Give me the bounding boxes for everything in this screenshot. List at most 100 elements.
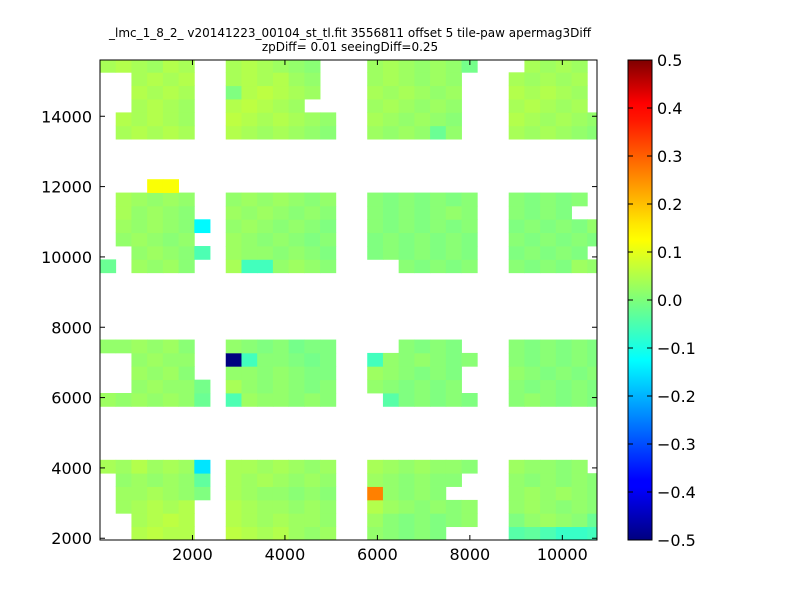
- heatmap-cell: [241, 486, 258, 501]
- heatmap-cell: [587, 526, 598, 541]
- heatmap-cell: [414, 486, 431, 501]
- colorbar-tick-label: 0.4: [657, 99, 682, 118]
- heatmap-cell: [320, 473, 337, 487]
- heatmap-cell: [288, 85, 305, 100]
- heatmap-cell: [382, 379, 400, 394]
- heatmap-cell: [382, 526, 400, 541]
- heatmap-cell: [194, 246, 211, 260]
- heatmap-cell: [555, 393, 572, 407]
- heatmap-cell: [241, 72, 258, 87]
- x-tick-label: 2000: [172, 545, 213, 564]
- heatmap-cell: [367, 99, 384, 113]
- heatmap-cell: [178, 513, 195, 528]
- heatmap-cell: [225, 99, 242, 113]
- heatmap-cell: [131, 393, 148, 407]
- heatmap-cell: [430, 60, 447, 73]
- heatmap-cell: [131, 379, 148, 394]
- heatmap-cell: [178, 366, 195, 381]
- heatmap-cell: [320, 219, 337, 234]
- heatmap-cell: [272, 205, 290, 220]
- heatmap-cell: [540, 205, 557, 220]
- heatmap-cell: [430, 526, 447, 541]
- heatmap-cell: [178, 246, 195, 260]
- heatmap-cell: [304, 246, 321, 260]
- heatmap-cell: [398, 205, 415, 220]
- heatmap-cell: [414, 259, 431, 274]
- heatmap-cell: [241, 473, 258, 487]
- heatmap-cell: [241, 85, 258, 100]
- heatmap-cell: [147, 112, 164, 127]
- heatmap-cell: [178, 473, 195, 487]
- heatmap-cell: [540, 393, 557, 407]
- heatmap-cell: [571, 232, 588, 247]
- heatmap-cell: [524, 352, 541, 367]
- heatmap-cell: [367, 205, 384, 220]
- heatmap-cell: [555, 526, 572, 541]
- heatmap-cell: [445, 513, 462, 528]
- heatmap-cell: [257, 499, 274, 514]
- heatmap-cell: [382, 72, 400, 87]
- heatmap-cell: [524, 60, 541, 73]
- y-tick-label: 14000: [41, 107, 92, 126]
- heatmap-cell: [571, 499, 588, 514]
- heatmap-cell: [430, 125, 447, 140]
- heatmap-cell: [414, 192, 431, 207]
- heatmap-cell: [382, 246, 400, 260]
- heatmap-cell: [272, 125, 290, 140]
- heatmap-cell: [257, 473, 274, 487]
- heatmap-cell: [461, 259, 478, 274]
- heatmap-cell: [320, 259, 337, 274]
- heatmap-cell: [414, 60, 431, 73]
- heatmap-cell: [382, 99, 400, 113]
- heatmap-cell: [162, 232, 179, 247]
- heatmap-cell: [304, 526, 321, 541]
- heatmap-cell: [367, 85, 384, 100]
- heatmap-cell: [571, 339, 588, 354]
- heatmap-cell: [587, 393, 598, 407]
- colorbar-tick-label: −0.1: [657, 339, 696, 358]
- heatmap-cell: [398, 486, 415, 501]
- heatmap-cell: [524, 499, 541, 514]
- heatmap-cell: [445, 473, 462, 487]
- heatmap-cell: [162, 393, 179, 407]
- heatmap-cell: [288, 513, 305, 528]
- heatmap-cell: [508, 99, 525, 113]
- colorbar-axis: 0.5 0.4 0.3 0.2 0.1 0.0 −0.1 −0.2 −0.3 −0.4 −0.5: [628, 51, 696, 550]
- heatmap-cell: [304, 352, 321, 367]
- heatmap-cell: [272, 259, 290, 274]
- heatmap-cell: [414, 339, 431, 354]
- heatmap-cell: [225, 192, 242, 207]
- heatmap-cell: [131, 112, 148, 127]
- heatmap-cell: [304, 459, 321, 474]
- heatmap-cell: [524, 72, 541, 87]
- heatmap-cell: [398, 513, 415, 528]
- heatmap-cell: [540, 513, 557, 528]
- heatmap-cell: [430, 85, 447, 100]
- heatmap-cell: [131, 339, 148, 354]
- heatmap-cell: [304, 379, 321, 394]
- heatmap-cell: [115, 339, 132, 354]
- heatmap-cell: [508, 246, 525, 260]
- heatmap-cell: [288, 192, 305, 207]
- heatmap-cell: [445, 246, 462, 260]
- heatmap-cell: [162, 259, 179, 274]
- heatmap-cell: [147, 60, 164, 73]
- y-tick-label: 12000: [41, 178, 92, 197]
- heatmap-cell: [178, 459, 195, 474]
- heatmap-cell: [524, 459, 541, 474]
- heatmap-cell: [508, 393, 525, 407]
- heatmap-cell: [162, 526, 179, 541]
- heatmap-cell: [367, 352, 384, 367]
- heatmap-cell: [430, 379, 447, 394]
- heatmap-cell: [398, 232, 415, 247]
- heatmap-cell: [272, 246, 290, 260]
- heatmap-cell: [367, 526, 384, 541]
- heatmap-cell: [382, 205, 400, 220]
- heatmap-cell: [115, 393, 132, 407]
- heatmap-cell: [131, 232, 148, 247]
- colorbar-tick-label: −0.2: [657, 387, 696, 406]
- heatmap-cell: [555, 259, 572, 274]
- heatmap-cell: [414, 232, 431, 247]
- heatmap-cell: [508, 85, 525, 100]
- heatmap-cell: [272, 85, 290, 100]
